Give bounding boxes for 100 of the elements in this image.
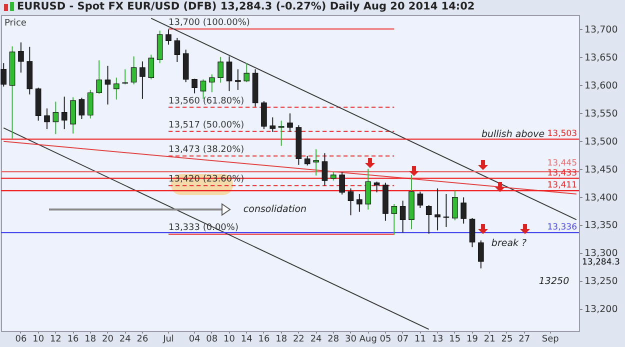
x-tick-label: 24 bbox=[119, 334, 132, 344]
candlestick bbox=[469, 218, 476, 248]
candlestick bbox=[356, 193, 362, 212]
x-tick-label: 18 bbox=[276, 334, 288, 344]
candlestick bbox=[148, 54, 154, 80]
x-tick-label: 19 bbox=[466, 334, 478, 344]
y-tick-label: 13,300 bbox=[584, 248, 618, 260]
series-label: 13,560 (61.80%) bbox=[168, 96, 244, 106]
ref-line-label: 13,445 bbox=[547, 158, 577, 169]
annotation: 13250 bbox=[538, 276, 570, 287]
candlestick bbox=[235, 68, 241, 90]
candlestick bbox=[261, 100, 267, 130]
candlestick bbox=[70, 96, 76, 134]
y-tick-label: 13,550 bbox=[584, 108, 618, 120]
x-tick-label: 07 bbox=[397, 334, 409, 344]
y-tick-label: 13,400 bbox=[584, 192, 618, 204]
y-tick-label: 13,450 bbox=[584, 164, 618, 176]
x-tick-label: 22 bbox=[292, 334, 304, 344]
y-tick-label: 13,200 bbox=[584, 304, 618, 316]
x-tick-label: Jul bbox=[162, 334, 174, 344]
candlestick bbox=[348, 188, 354, 216]
annotation: bullish above bbox=[481, 129, 545, 140]
x-tick-label: 30 bbox=[345, 334, 357, 344]
ref-line-label: 13,503 bbox=[547, 129, 577, 140]
candlestick bbox=[87, 89, 94, 119]
candlestick bbox=[114, 77, 120, 100]
x-tick-label: 13 bbox=[432, 334, 444, 344]
candlestick bbox=[478, 240, 484, 269]
x-tick-label: 18 bbox=[84, 334, 96, 344]
x-tick-label: 15 bbox=[449, 334, 461, 344]
candlestick bbox=[18, 42, 24, 74]
candlestick bbox=[208, 74, 215, 93]
x-tick-label: 08 bbox=[206, 334, 218, 344]
y-tick-label: 13,500 bbox=[584, 136, 618, 148]
x-tick-label: 04 bbox=[188, 334, 201, 344]
candlestick bbox=[426, 204, 432, 234]
candlestick bbox=[400, 200, 406, 234]
candlestick bbox=[140, 60, 146, 100]
annotation: consolidation bbox=[243, 204, 307, 215]
candlestick bbox=[44, 108, 50, 130]
x-tick-label: 20 bbox=[102, 334, 114, 344]
y-tick-label: 13,650 bbox=[584, 52, 618, 64]
y-tick-label: 13,600 bbox=[584, 80, 618, 92]
x-tick-label: 24 bbox=[310, 334, 322, 344]
annotation: break ? bbox=[491, 238, 527, 249]
candlestick bbox=[61, 96, 68, 130]
x-tick-label: 26 bbox=[136, 334, 148, 344]
candlestick bbox=[460, 196, 466, 224]
candlestick bbox=[452, 190, 458, 221]
candlestick bbox=[365, 168, 372, 210]
x-tick-label: 25 bbox=[501, 334, 513, 344]
y-tick-label: 13,350 bbox=[584, 220, 618, 232]
y-axis-title: Price bbox=[4, 18, 27, 28]
candlestick bbox=[287, 112, 293, 132]
chart-title: EURUSD - Spot FX EUR/USD (DFB) 13,284.3 (-0.27%) Daily Aug 20 2014 14:02 bbox=[17, 0, 475, 12]
x-tick-label: Sep bbox=[542, 334, 560, 344]
x-tick-label: 16 bbox=[258, 334, 270, 344]
candlestick bbox=[130, 56, 137, 85]
candlestick bbox=[174, 37, 180, 62]
candlestick bbox=[226, 56, 232, 92]
series-label: 13,700 (100.00%) bbox=[168, 18, 250, 28]
series-label: 13,473 (38.20%) bbox=[168, 144, 244, 155]
candlestick bbox=[391, 204, 398, 236]
x-tick-label: 10 bbox=[32, 334, 44, 344]
candlestick bbox=[339, 172, 345, 196]
candlestick bbox=[244, 62, 250, 83]
candlestick bbox=[96, 60, 102, 94]
candlestick bbox=[78, 97, 85, 120]
candlestick bbox=[192, 78, 198, 94]
ref-line-label: 13,411 bbox=[547, 180, 577, 191]
x-tick-label: 11 bbox=[414, 334, 426, 344]
x-tick-label: 05 bbox=[380, 334, 392, 344]
candlestick bbox=[122, 68, 128, 85]
candlestick bbox=[304, 155, 310, 166]
candlestick bbox=[104, 65, 111, 105]
candlestick bbox=[270, 116, 276, 132]
y-tick-label: 13,700 bbox=[584, 24, 618, 36]
x-tick-label: 16 bbox=[67, 334, 80, 344]
candlestick bbox=[374, 181, 380, 193]
x-tick-label: 27 bbox=[518, 334, 530, 344]
x-tick-label: 28 bbox=[328, 334, 340, 344]
candlestick bbox=[0, 62, 7, 88]
x-tick-label: 06 bbox=[15, 334, 27, 344]
candlestick bbox=[443, 193, 450, 228]
series-label: 13,517 (50.00%) bbox=[168, 120, 244, 130]
candlestick bbox=[166, 29, 172, 46]
y-tick-label: 13,250 bbox=[584, 276, 618, 288]
ref-line-label: 13,336 bbox=[547, 222, 577, 233]
x-tick-label: Aug bbox=[359, 334, 377, 344]
candlestick bbox=[313, 148, 319, 176]
candlestick bbox=[434, 188, 440, 231]
candlestick bbox=[52, 101, 59, 135]
x-tick-label: 21 bbox=[484, 334, 496, 344]
candlestick bbox=[218, 56, 224, 84]
x-tick-label: 12 bbox=[50, 334, 62, 344]
candlestick bbox=[417, 191, 424, 208]
x-tick-label: 14 bbox=[240, 334, 253, 344]
x-tick-label: 10 bbox=[224, 334, 236, 344]
text: 13,284.3 bbox=[582, 257, 620, 268]
candlestick bbox=[322, 152, 328, 186]
